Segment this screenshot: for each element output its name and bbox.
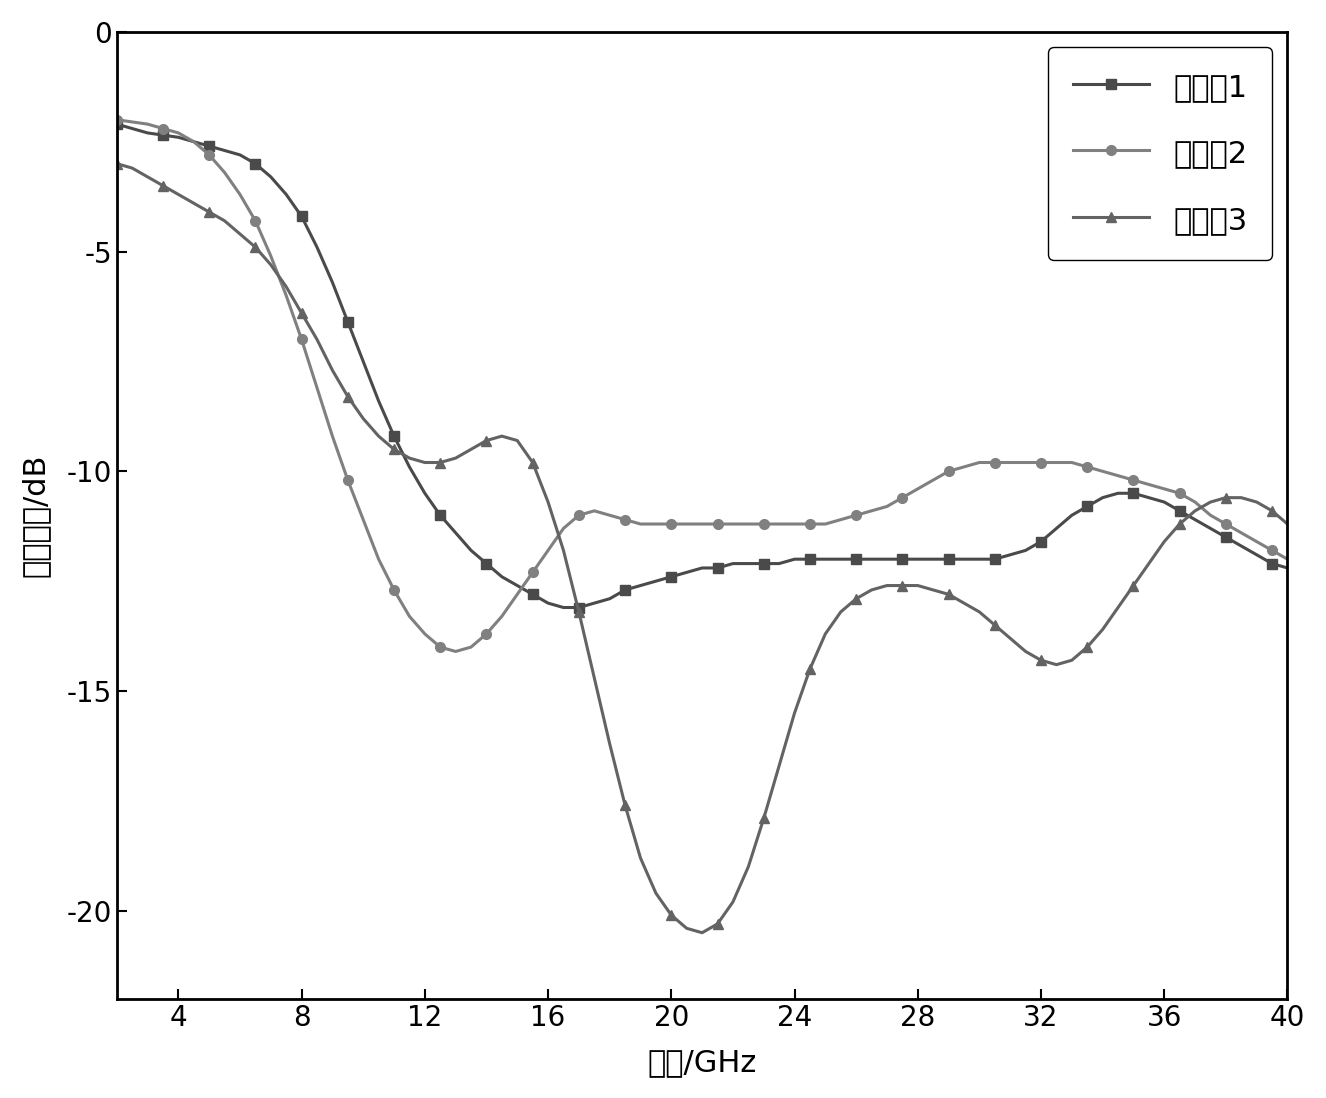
- 实施例1: [109, 117, 125, 131]
- 实施例2: [1280, 552, 1296, 565]
- 实施例3: [509, 434, 525, 447]
- 实施例3: [339, 390, 355, 403]
- 实施例3: [586, 671, 602, 684]
- 实施例2: [339, 473, 355, 486]
- 实施例3: [493, 429, 509, 442]
- Line: 实施例1: 实施例1: [111, 120, 1293, 613]
- 实施例2: [602, 508, 618, 522]
- 实施例1: [772, 557, 788, 570]
- 实施例2: [772, 517, 788, 530]
- 实施例2: [633, 517, 648, 530]
- 实施例3: [1280, 517, 1296, 530]
- 实施例3: [772, 759, 788, 772]
- 实施例3: [693, 926, 709, 939]
- 实施例2: [509, 587, 525, 601]
- 实施例1: [339, 315, 355, 328]
- 实施例1: [556, 601, 572, 614]
- Line: 实施例3: 实施例3: [111, 159, 1293, 938]
- Legend: 实施例1, 实施例2, 实施例3: 实施例1, 实施例2, 实施例3: [1049, 47, 1272, 260]
- 实施例2: [109, 113, 125, 126]
- 实施例1: [493, 570, 509, 583]
- 实施例2: [525, 565, 541, 579]
- Line: 实施例2: 实施例2: [111, 115, 1293, 657]
- 实施例3: [617, 798, 633, 811]
- 实施例2: [448, 645, 464, 658]
- 实施例1: [633, 579, 648, 592]
- Y-axis label: 反射损耗/dB: 反射损耗/dB: [21, 453, 50, 576]
- 实施例1: [602, 592, 618, 605]
- 实施例3: [109, 157, 125, 170]
- 实施例1: [509, 579, 525, 592]
- X-axis label: 频率/GHz: 频率/GHz: [647, 1049, 757, 1077]
- 实施例1: [1280, 561, 1296, 574]
